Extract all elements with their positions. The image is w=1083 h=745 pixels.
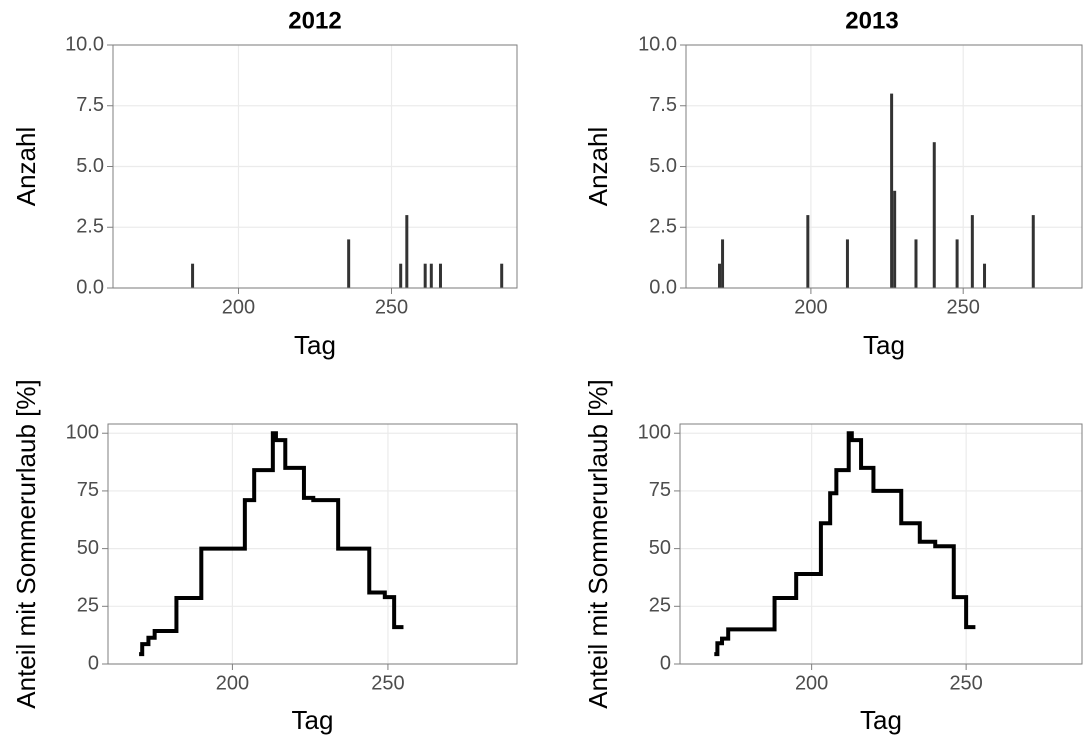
x-axis-title: Tag — [292, 705, 334, 735]
bar — [718, 263, 722, 288]
bar — [1031, 215, 1035, 288]
bar — [845, 239, 849, 288]
x-tick-label: 200 — [216, 672, 249, 694]
y-axis-title: Anzahl — [583, 127, 613, 207]
x-tick-label: 200 — [795, 672, 828, 694]
y-tick-label: 7.5 — [649, 94, 677, 116]
x-tick-label: 250 — [949, 672, 982, 694]
bar — [191, 263, 195, 288]
x-tick-label: 200 — [222, 296, 255, 318]
bar — [806, 215, 810, 288]
bar — [914, 239, 918, 288]
bar — [405, 215, 409, 288]
plot-border — [685, 44, 1083, 289]
y-tick-label: 75 — [649, 479, 671, 501]
y-axis-title: Anteil mit Sommerurlaub [%] — [583, 379, 613, 708]
plot-border — [679, 423, 1083, 665]
y-tick-label: 25 — [77, 595, 99, 617]
chart-title: 2013 — [845, 7, 898, 34]
bar — [893, 190, 897, 288]
plot-background — [680, 424, 1082, 664]
y-axis-title: Anzahl — [11, 127, 41, 207]
x-axis-title: Tag — [863, 330, 905, 360]
x-tick-label: 200 — [794, 296, 827, 318]
y-tick-label: 0 — [88, 652, 99, 674]
bar — [983, 263, 987, 288]
plot-border — [112, 44, 518, 289]
bar — [721, 239, 725, 288]
plot-border — [107, 423, 518, 665]
bar — [955, 239, 959, 288]
y-tick-label: 75 — [77, 479, 99, 501]
y-tick-label: 100 — [638, 422, 671, 444]
y-tick-label: 10.0 — [638, 33, 677, 55]
x-tick-label: 250 — [371, 672, 404, 694]
x-axis-title: Tag — [860, 705, 902, 735]
bar — [932, 142, 936, 288]
bar — [423, 263, 427, 288]
y-tick-label: 5.0 — [76, 155, 104, 177]
y-tick-label: 0.0 — [76, 276, 104, 298]
y-tick-label: 50 — [649, 537, 671, 559]
y-tick-label: 5.0 — [649, 155, 677, 177]
data-line — [139, 431, 404, 657]
bar — [890, 93, 894, 288]
bar — [500, 263, 504, 288]
x-tick-label: 250 — [375, 296, 408, 318]
y-tick-label: 100 — [66, 422, 99, 444]
chart-title: 2012 — [288, 7, 341, 34]
bar — [429, 263, 433, 288]
y-tick-label: 7.5 — [76, 94, 104, 116]
y-tick-label: 0.0 — [649, 276, 677, 298]
y-tick-label: 10.0 — [65, 33, 104, 55]
y-tick-label: 0 — [660, 652, 671, 674]
plot-background — [108, 424, 517, 664]
y-tick-label: 2.5 — [649, 216, 677, 238]
data-line — [714, 431, 976, 657]
y-tick-label: 2.5 — [76, 216, 104, 238]
bar — [347, 239, 351, 288]
bar — [399, 263, 403, 288]
x-axis-title: Tag — [294, 330, 336, 360]
y-tick-label: 50 — [77, 537, 99, 559]
y-axis-title: Anteil mit Sommerurlaub [%] — [11, 379, 41, 708]
bar — [970, 215, 974, 288]
bar — [438, 263, 442, 288]
x-tick-label: 250 — [947, 296, 980, 318]
y-tick-label: 25 — [649, 595, 671, 617]
